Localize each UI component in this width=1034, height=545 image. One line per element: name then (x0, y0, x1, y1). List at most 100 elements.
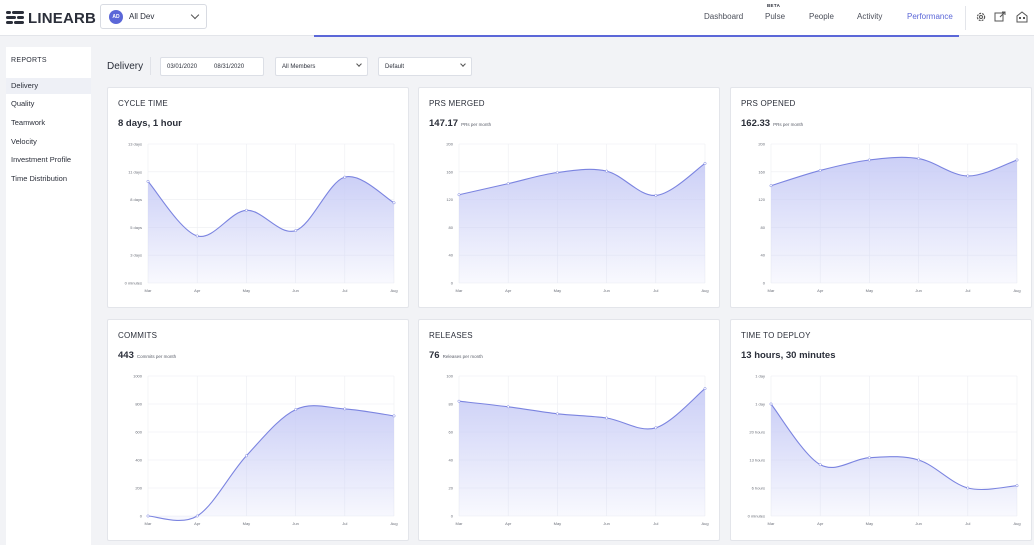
sidebar-item-quality[interactable]: Quality (11, 99, 35, 108)
nav-people[interactable]: People (809, 12, 834, 21)
date-end: 08/31/2020 (214, 63, 245, 70)
data-point (605, 169, 609, 173)
y-tick-label: 800 (135, 402, 142, 407)
top-bar: LINEARB AD All Dev Dashboard BETA Pulse … (0, 0, 1034, 37)
y-tick-label: 40 (761, 253, 766, 258)
y-tick-label: 0 (763, 281, 766, 286)
y-tick-label: 13 hours (749, 458, 765, 463)
series-line (770, 156, 1018, 187)
y-tick-label: 8 days (130, 197, 142, 202)
x-tick-label: Apr (194, 521, 201, 526)
y-tick-label: 100 (446, 374, 453, 379)
data-point (555, 171, 559, 174)
x-tick-label: Aug (390, 521, 397, 526)
sidebar-item-investment-profile[interactable]: Investment Profile (11, 155, 72, 164)
nav-activity[interactable]: Activity (857, 12, 883, 21)
chart-svg: 0 40 80 120 160 200 Mar Apr May Jun Jul Aug (758, 142, 1020, 294)
x-tick-label: Jun (292, 521, 298, 526)
data-point (769, 184, 773, 188)
data-point (244, 454, 248, 458)
x-tick-label: Jul (653, 521, 658, 526)
card-value: 13 hours, 30 minutes (741, 350, 836, 361)
view-value: Default (385, 63, 405, 70)
data-point (703, 387, 707, 391)
x-tick-label: Apr (817, 521, 824, 526)
sidebar-title: REPORTS (11, 57, 47, 64)
page-title: Delivery (107, 61, 144, 72)
chevron-down-icon (356, 61, 362, 67)
prs-opened-card: 0 40 80 120 160 200 Mar Apr May Jun Jul Aug PRS OPE… (730, 87, 1032, 308)
data-point (294, 408, 298, 412)
card-value: 443 Commits per month (118, 350, 177, 361)
data-point (294, 229, 298, 233)
nav-dashboard[interactable]: Dashboard (704, 12, 744, 21)
members-select[interactable]: All Members (275, 57, 368, 76)
team-selector[interactable]: AD All Dev (100, 4, 207, 29)
area-fill (459, 388, 705, 516)
x-tick-label: Jul (342, 288, 347, 293)
sidebar-item-teamwork[interactable]: Teamwork (11, 118, 46, 127)
data-point (343, 407, 347, 411)
data-point (818, 168, 822, 172)
nav-pulse[interactable]: Pulse (765, 12, 786, 21)
sidebar-item-time-distribution[interactable]: Time Distribution (11, 174, 67, 183)
date-range-picker[interactable]: 03/01/2020 08/31/2020 (160, 57, 264, 76)
y-tick-label: 80 (449, 402, 454, 407)
area-fill (771, 157, 1017, 283)
x-tick-label: Jun (292, 288, 298, 293)
export-icon[interactable] (994, 11, 1006, 23)
chart-svg: 0 40 80 120 160 200 Mar Apr May Jun Jul Aug (446, 142, 708, 294)
data-point (917, 458, 921, 462)
card-value: 76 Releases per month (429, 350, 483, 361)
data-point (457, 399, 461, 403)
view-select[interactable]: Default (378, 57, 472, 76)
data-point (966, 174, 970, 178)
area-fill (148, 176, 394, 283)
gear-icon[interactable] (975, 11, 987, 23)
chart-svg: 0 minutes 6 hours 13 hours 20 hours 1 day 1 d… (748, 374, 1021, 527)
building-icon[interactable] (1016, 11, 1028, 23)
commits-card: 0 200 400 600 800 1000 Mar Apr May Jun Jul Aug COMM… (107, 319, 409, 541)
reports-sidebar: REPORTS Delivery Quality Teamwork Veloci… (6, 47, 91, 545)
card-title: PRS MERGED (429, 99, 485, 108)
y-tick-label: 0 (451, 514, 454, 519)
data-point (343, 175, 347, 179)
x-tick-label: Mar (145, 288, 153, 293)
x-tick-label: May (243, 288, 251, 293)
members-value: All Members (282, 63, 316, 70)
x-tick-label: Mar (768, 288, 776, 293)
data-point (966, 486, 970, 490)
data-point (146, 514, 150, 518)
card-title: CYCLE TIME (118, 99, 168, 108)
y-tick-label: 200 (446, 142, 453, 147)
prs-merged-card: 0 40 80 120 160 200 Mar Apr May Jun Jul Aug PRS MER… (418, 87, 720, 308)
card-value: 147.17 PRs per month (429, 118, 492, 129)
data-point (392, 201, 396, 205)
card-title: RELEASES (429, 331, 473, 340)
sidebar-item-velocity[interactable]: Velocity (11, 137, 37, 146)
x-tick-label: Jun (603, 288, 609, 293)
data-point (917, 157, 921, 161)
data-point (654, 426, 658, 430)
nav-performance[interactable]: Performance (907, 12, 953, 21)
y-tick-label: 6 hours (752, 486, 765, 491)
data-point (244, 208, 248, 212)
x-tick-label: Aug (1013, 521, 1020, 526)
chart-svg: 0 20 40 60 80 100 Mar Apr May Jun Jul Aug (446, 374, 708, 527)
y-tick-label: 0 (140, 514, 143, 519)
linearb-logo[interactable]: LINEARB (6, 8, 96, 28)
series-line (770, 403, 1018, 491)
y-tick-label: 0 minutes (748, 514, 765, 519)
chart-svg: 0 minutes 3 days 5 days 8 days 11 days 13 day… (125, 142, 398, 294)
sidebar-item-delivery[interactable]: Delivery (6, 78, 91, 94)
data-point (654, 193, 658, 197)
data-point (457, 193, 461, 197)
x-tick-label: Jun (603, 521, 609, 526)
chevron-down-icon (460, 61, 466, 67)
series-line (458, 162, 706, 196)
cycle-time-card: 0 minutes 3 days 5 days 8 days 11 days 13 day… (107, 87, 409, 308)
area-fill (148, 405, 394, 521)
data-point (506, 182, 510, 186)
x-tick-label: Aug (701, 288, 708, 293)
y-tick-label: 40 (449, 253, 454, 258)
